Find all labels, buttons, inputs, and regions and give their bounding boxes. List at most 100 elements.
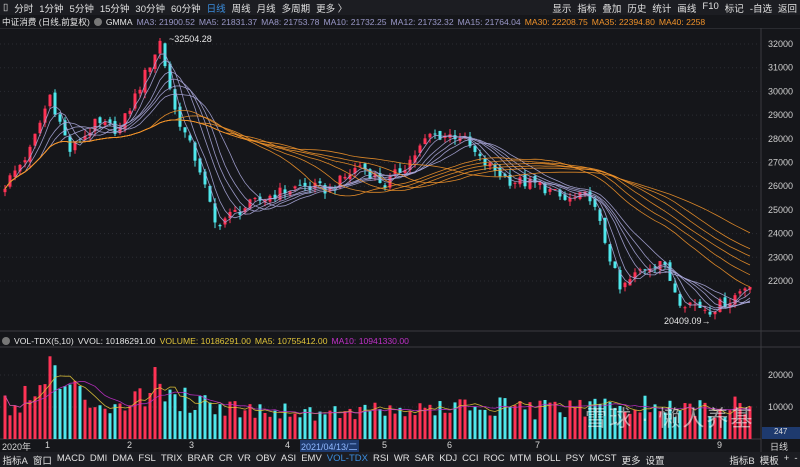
low-price-annotation: 20409.09→ [664,316,711,326]
period-tab[interactable]: 多周期 [281,3,311,15]
volume-bar [113,404,117,439]
indicator-tab[interactable]: WR [393,452,410,464]
indicator-tab[interactable]: KDJ [439,452,458,464]
volume-settings-icon[interactable] [2,336,10,345]
period-tab[interactable]: 月线 [256,3,276,15]
volume-bar [43,384,47,439]
volume-bar [613,407,617,439]
volume-bar [33,396,37,439]
volume-bar [98,405,102,439]
period-tab[interactable]: 1分钟 [39,3,64,15]
period-tab[interactable]: 分时 [14,3,34,15]
toolbar-button[interactable]: 指标 [577,3,597,15]
indicator-tab[interactable]: SAR [414,452,435,464]
date-month-6: 6 [447,440,453,450]
indicator-toolbar-button[interactable]: 指标B [729,455,755,467]
period-tab[interactable]: 30分钟 [135,3,165,15]
panel-toggle-icon[interactable]: ▯ [3,2,9,13]
volume-bar [738,403,742,439]
candle-up [683,307,687,309]
toolbar-button[interactable]: F10 [702,0,719,12]
indicator-tab[interactable]: ROC [483,452,505,464]
toolbar-button[interactable]: 统计 [652,3,672,15]
period-tab[interactable]: 60分钟 [171,3,201,15]
period-label: 日线 [770,442,789,452]
period-tab[interactable]: 15分钟 [99,3,130,15]
indicator-tab[interactable]: CR [218,452,233,464]
indicator-toolbar-button[interactable]: + [783,452,790,464]
volume-bar [228,401,232,439]
indicator-tab[interactable]: RSI [372,452,389,464]
period-tab[interactable]: 日线 [206,3,226,15]
toolbar-button[interactable]: 画线 [677,3,697,15]
candle-up [73,141,77,151]
instrument-name: 中证消费 (日线,前复权) [2,16,90,27]
volume-ma5-line [4,375,751,415]
indicator-tab[interactable]: VR [237,452,251,464]
volume-bar [423,407,427,439]
toolbar-button[interactable]: -自选 [749,3,772,15]
period-tab[interactable]: 5分钟 [69,3,94,15]
candle-up [223,218,227,225]
volume-bar [263,412,267,439]
indicator-tab[interactable]: FSL [138,452,156,464]
volume-bar [188,412,192,439]
indicator-tab[interactable]: MACD [56,452,85,464]
toolbar-button[interactable]: 标记 [724,3,744,15]
indicator-tab[interactable]: BRAR [187,452,214,464]
toolbar-button[interactable]: 返回 [777,3,797,15]
indicator-settings-icon[interactable] [93,17,102,26]
candle-up [253,197,257,199]
indicator-tab[interactable]: PSY [565,452,585,464]
indicator-tab[interactable]: VOL-TDX [326,452,368,464]
volume-bar [238,417,242,439]
candle-up [428,133,432,138]
candle-up [713,311,717,315]
volume-indicator-name[interactable]: VOL-TDX(5,10) [14,335,74,346]
volume-bar [488,415,492,439]
indicator-tab[interactable]: 设置 [645,455,665,467]
volume-bar [628,413,632,439]
ma15-value: MA15: 21764.04 [457,16,521,27]
indicator-tab[interactable]: DMI [89,452,108,464]
indicator-tab[interactable]: 更多 [621,455,641,467]
toolbar-button[interactable]: 历史 [627,3,647,15]
volume-bar [333,406,337,439]
volume-bar [18,412,22,439]
volume-bar [178,411,182,439]
indicator-tab[interactable]: CCI [462,452,479,464]
indicator-toolbar-button[interactable]: 模板 [759,455,779,467]
indicator-tab[interactable]: MTM [509,452,532,464]
period-tab[interactable]: 周线 [231,3,251,15]
volume-bar [103,408,107,439]
indicator-tab[interactable]: 窗口 [32,455,52,467]
indicator-tab[interactable]: EMV [301,452,322,464]
y-tick-label: 24000 [768,229,793,239]
candle-up [628,279,632,286]
candle-up [228,211,232,219]
indicator-name[interactable]: GMMA [105,16,133,27]
volume-bar [708,416,712,439]
volume-bar [353,419,357,439]
volume-bar [728,410,732,439]
indicator-tab[interactable]: TRIX [160,452,183,464]
indicator-tab[interactable]: DMA [112,452,134,464]
volume-bar [593,398,597,439]
indicator-tab[interactable]: MCST [589,452,617,464]
date-month-9: 9 [717,440,723,450]
indicator-toolbar-button[interactable]: - [794,452,798,464]
candle-down [283,189,287,194]
period-tab[interactable]: 更多 〉 [316,3,348,15]
indicator-tab[interactable]: OBV [255,452,276,464]
indicator-tab[interactable]: ASI [280,452,297,464]
indicator-tab[interactable]: 指标A [2,455,28,467]
candle-down [213,203,217,223]
volume-bar [678,410,682,439]
volume-bar [623,412,627,439]
indicator-tab[interactable]: BOLL [536,452,561,464]
toolbar-button[interactable]: 叠加 [602,3,622,15]
candle-up [688,302,692,305]
toolbar-button[interactable]: 显示 [552,3,572,15]
candle-up [248,199,252,209]
